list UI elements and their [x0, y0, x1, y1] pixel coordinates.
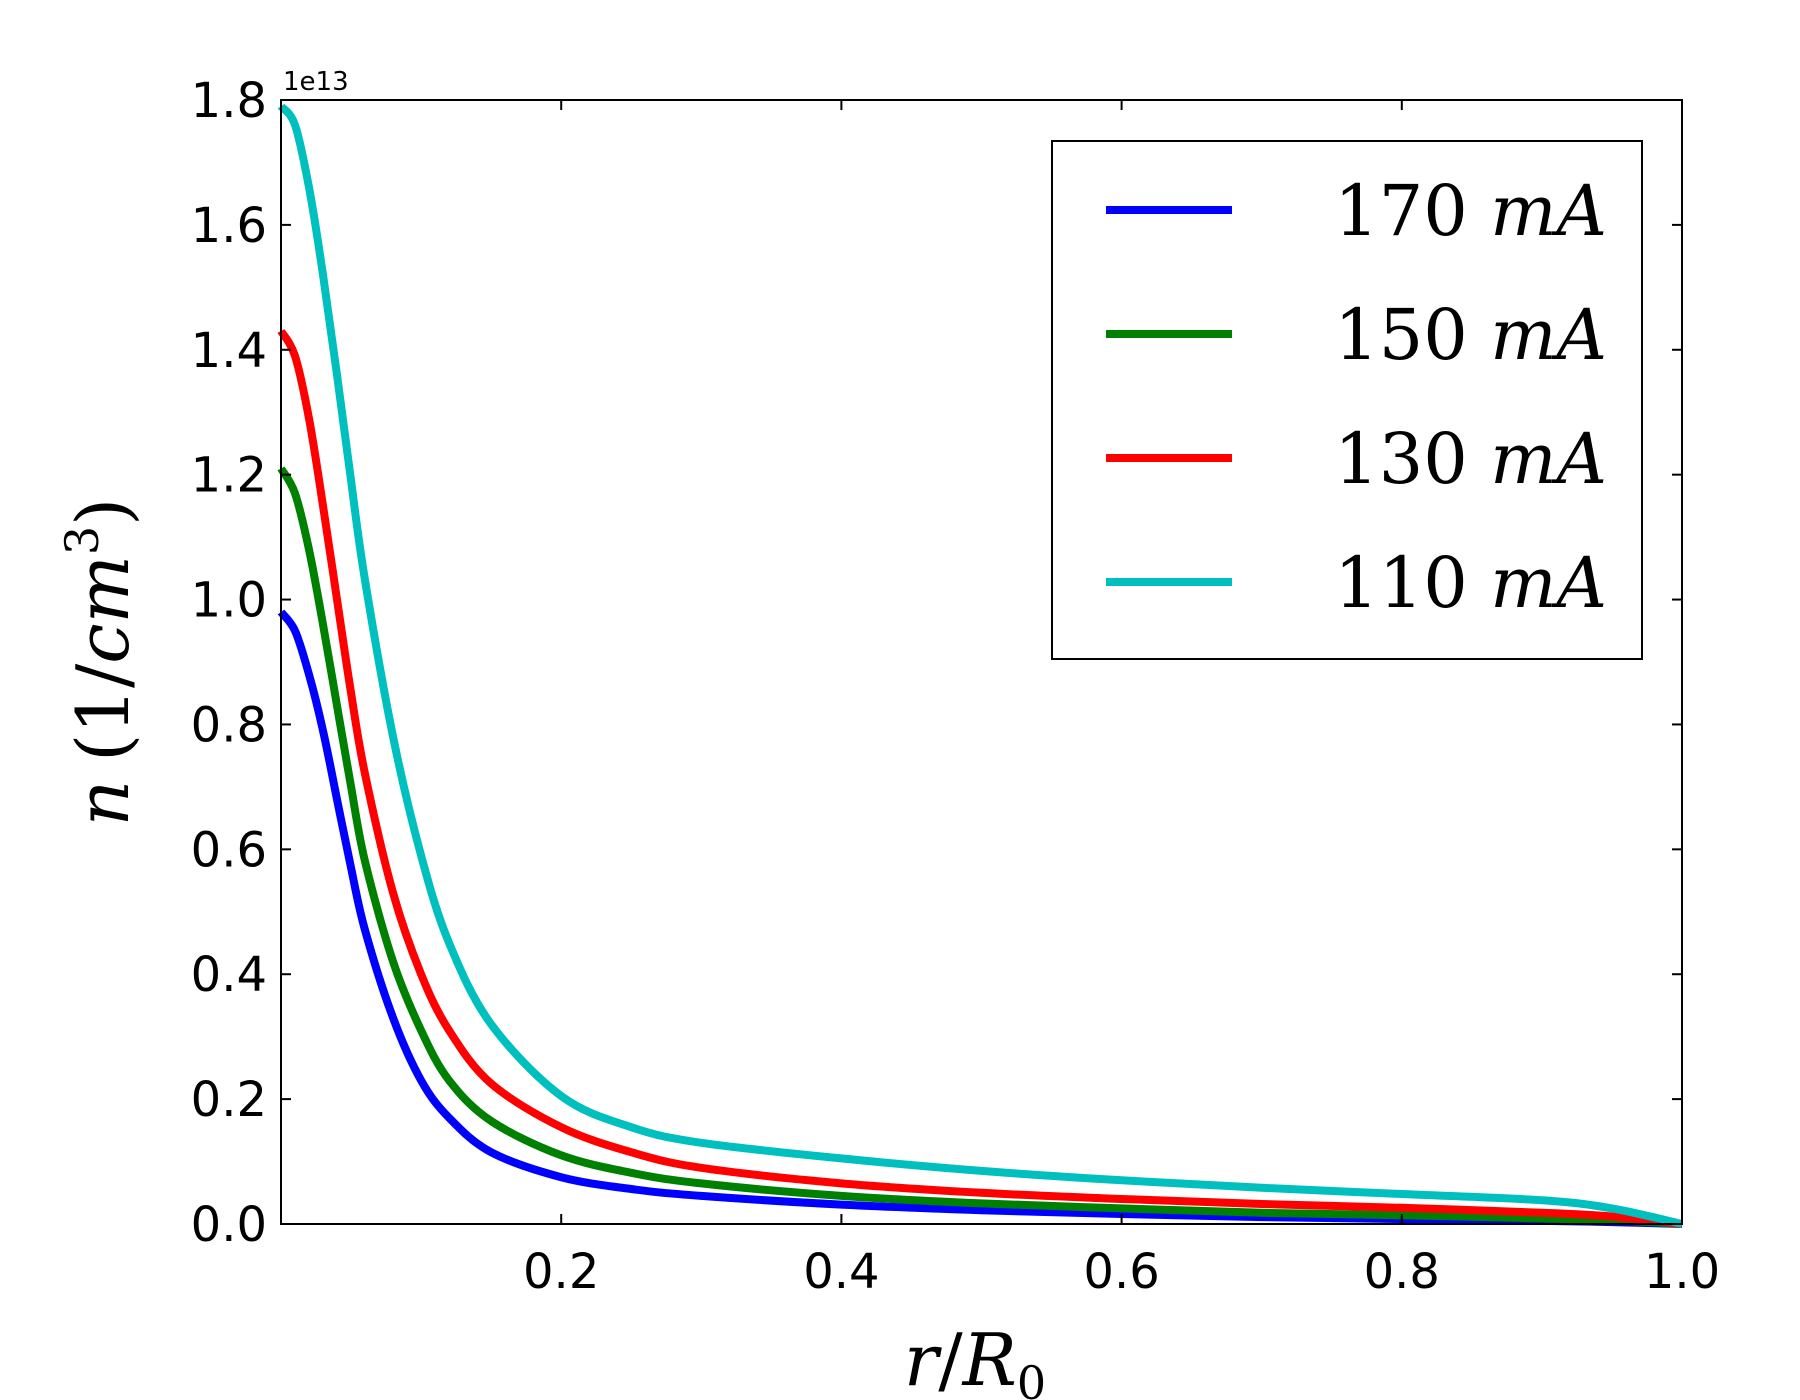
series-layer [277, 103, 1683, 1228]
legend-label-130-mA: 130 mA [1334, 418, 1607, 500]
y-tick-label-0.8: 0.8 [191, 697, 267, 753]
series-line-130-mA [277, 328, 1683, 1228]
y-tick-label-0.2: 0.2 [191, 1072, 267, 1128]
series-line-150-mA [277, 466, 1683, 1228]
y-label-one: 1/ [61, 663, 145, 734]
y-tick-label-1.2: 1.2 [191, 448, 267, 504]
y-label-exponent: 3 [55, 526, 109, 555]
plot-frame [280, 99, 1683, 1225]
y-tick-label-1.8: 1.8 [191, 73, 267, 129]
y-tick-label-1.4: 1.4 [191, 323, 267, 379]
tick-layer: 0.2 0.4 0.6 0.8 1.0 0.0 0.2 0.4 0.6 0.8 1.0 1.2 1.4 1… [191, 73, 1721, 1300]
y-offset-text: 1e13 [283, 67, 349, 97]
legend-frame [1051, 140, 1643, 660]
y-label-close-paren: ) [61, 498, 145, 526]
y-tick-label-0.0: 0.0 [191, 1197, 267, 1253]
x-tick-label-0.4: 0.4 [803, 1244, 879, 1300]
y-label-unit: cm [61, 555, 145, 664]
x-tick-label-0.2: 0.2 [523, 1244, 599, 1300]
legend: 170 mA 150 mA 130 mA 110 mA [1051, 140, 1643, 660]
legend-label-170-mA: 170 mA [1334, 170, 1607, 252]
x-axis-label: r/R0 [904, 1318, 1046, 1400]
y-tick-label-1.0: 1.0 [191, 573, 267, 629]
y-axis-label: n (1/cm3) [55, 498, 145, 827]
x-label-base: R [961, 1318, 1017, 1400]
legend-label-110-mA: 110 mA [1334, 542, 1607, 624]
legend-label-150-mA: 150 mA [1334, 294, 1607, 376]
series-line-110-mA [277, 103, 1683, 1228]
y-tick-label-0.6: 0.6 [191, 822, 267, 878]
x-tick-label-0.6: 0.6 [1083, 1244, 1159, 1300]
y-label-variable: n [61, 780, 145, 826]
x-label-subscript: 0 [1017, 1356, 1046, 1400]
y-tick-label-0.4: 0.4 [191, 947, 267, 1003]
y-tick-label-1.6: 1.6 [191, 198, 267, 254]
x-label-slash: / [938, 1318, 963, 1400]
x-label-numerator: r [904, 1318, 942, 1400]
x-tick-label-1.0: 1.0 [1644, 1244, 1720, 1300]
x-tick-label-0.8: 0.8 [1364, 1244, 1440, 1300]
y-label-open-paren: ( [61, 734, 145, 762]
